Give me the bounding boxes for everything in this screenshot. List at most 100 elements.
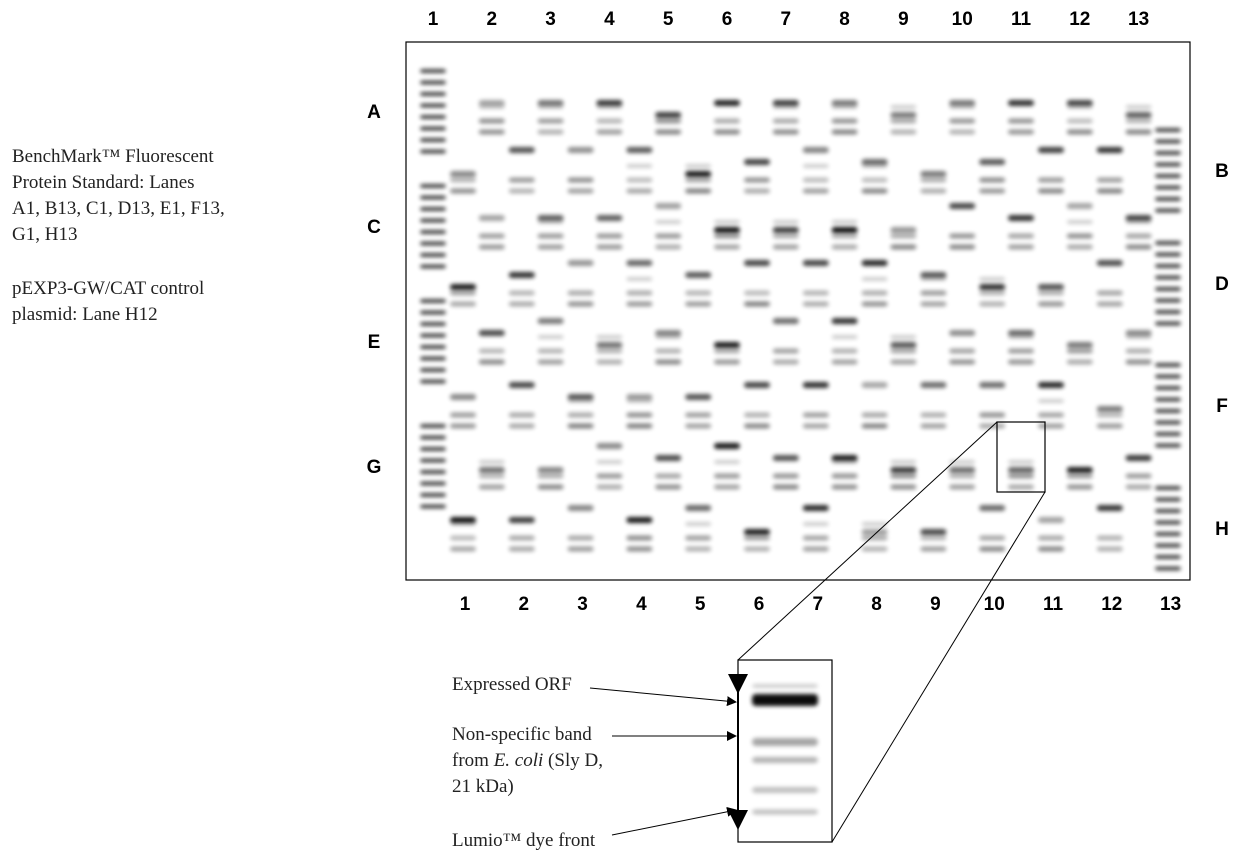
gel-band <box>920 424 946 429</box>
gel-band <box>479 215 505 221</box>
gel-band <box>1155 386 1181 390</box>
gel-band <box>832 335 858 339</box>
lane-label: 12 <box>1101 594 1122 615</box>
gel-band <box>626 399 652 403</box>
gel-band <box>596 215 622 221</box>
gel-band <box>1067 130 1093 135</box>
gel-band <box>685 394 711 400</box>
gel-band <box>1067 234 1093 239</box>
row-label: F <box>1216 396 1228 417</box>
gel-band <box>832 130 858 135</box>
gel-band <box>1155 241 1181 245</box>
gel-band <box>568 424 594 429</box>
gel-band <box>979 277 1005 281</box>
gel-band <box>1155 498 1181 502</box>
gel-band <box>420 470 446 474</box>
gel-band <box>538 474 564 479</box>
arrow <box>590 688 736 702</box>
gel-band <box>420 459 446 463</box>
gel-band <box>568 413 594 418</box>
lane-label: 2 <box>519 594 530 615</box>
gel-band <box>596 105 622 109</box>
gel-band <box>949 245 975 250</box>
gel-band <box>890 227 916 233</box>
gel-band <box>1067 360 1093 365</box>
gel-band <box>1038 382 1064 388</box>
gel-band <box>832 119 858 124</box>
gel-band <box>890 349 916 354</box>
gel-band <box>1097 413 1123 418</box>
gel-band <box>949 119 975 124</box>
gel-band <box>920 413 946 418</box>
gel-band <box>1008 485 1034 490</box>
gel-band <box>655 474 681 479</box>
gel-band <box>568 536 594 541</box>
gel-band <box>479 349 505 354</box>
caption-line: A1, B13, C1, D13, E1, F13, <box>12 198 225 219</box>
lane-label: 9 <box>930 594 941 615</box>
gel-band <box>685 547 711 552</box>
gel-band <box>979 302 1005 307</box>
gel-band <box>714 119 740 124</box>
gel-band <box>479 485 505 490</box>
gel-band <box>1067 220 1093 224</box>
gel-band <box>773 349 799 354</box>
gel-band <box>803 164 829 168</box>
gel-band <box>1155 486 1181 490</box>
gel-band <box>509 382 535 388</box>
gel-band <box>420 357 446 361</box>
gel-band <box>538 360 564 365</box>
gel-band <box>420 299 446 303</box>
lane-label: 4 <box>636 594 647 615</box>
annotation: Lumio™ dye front <box>452 830 596 851</box>
gel-band <box>803 547 829 552</box>
gel-band <box>1038 189 1064 194</box>
gel-band <box>890 467 916 473</box>
gel-band <box>685 302 711 307</box>
caption-line: Protein Standard: Lanes <box>12 172 195 193</box>
gel-band <box>1155 509 1181 513</box>
gel-band <box>1008 467 1034 473</box>
gel-band <box>479 105 505 109</box>
gel-band <box>538 349 564 354</box>
gel-band <box>1126 349 1152 354</box>
gel-band <box>1067 105 1093 109</box>
gel-band <box>744 178 770 183</box>
gel-band <box>979 159 1005 165</box>
row-label: E <box>368 332 381 353</box>
gel-band <box>1126 455 1152 461</box>
gel-band <box>949 349 975 354</box>
gel-band <box>949 105 975 109</box>
gel-band <box>744 382 770 388</box>
gel-band <box>1126 245 1152 250</box>
gel-band <box>832 460 858 464</box>
gel-band <box>1008 215 1034 221</box>
gel-band <box>420 219 446 223</box>
gel-band <box>890 245 916 250</box>
gel-band <box>685 424 711 429</box>
gel-band <box>1155 544 1181 548</box>
row-label: A <box>367 102 381 123</box>
gel-band <box>685 272 711 278</box>
gel-band <box>596 349 622 354</box>
gel-band <box>538 467 564 473</box>
gel-band <box>862 382 888 388</box>
gel-band <box>1126 234 1152 239</box>
gel-band <box>890 460 916 464</box>
gel-band <box>420 230 446 234</box>
lane-label: 1 <box>428 9 439 30</box>
gel-band <box>979 413 1005 418</box>
gel-band <box>1038 536 1064 541</box>
annotation-part: from <box>452 750 489 771</box>
gel-band <box>596 335 622 339</box>
gel-band <box>596 443 622 449</box>
gel-band <box>685 291 711 296</box>
gel-band <box>714 349 740 354</box>
inset-band <box>752 810 818 815</box>
gel-band <box>949 360 975 365</box>
gel-band <box>803 302 829 307</box>
gel-band <box>979 382 1005 388</box>
gel-band <box>890 485 916 490</box>
gel-band <box>420 81 446 85</box>
gel-band <box>714 443 740 449</box>
